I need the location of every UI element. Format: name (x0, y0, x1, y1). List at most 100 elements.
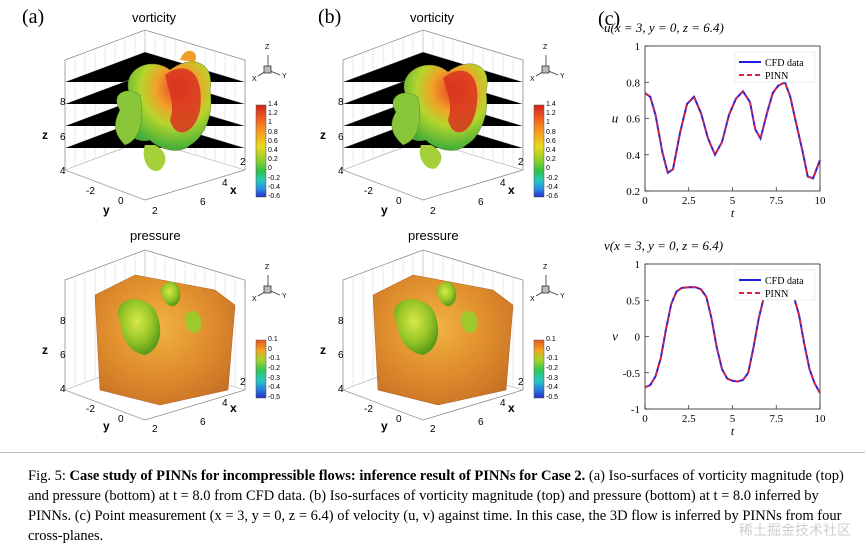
tick-z-6: 6 (338, 350, 344, 361)
tick-x-4: 4 (500, 178, 506, 189)
axis-label-y: y (381, 419, 388, 433)
panel-a-top-title: vorticity (132, 10, 177, 25)
colorbar-tick-label: -0.5 (268, 394, 281, 401)
axis-label-x: x (230, 401, 237, 415)
colorbar-tick-label: 0.1 (268, 336, 278, 343)
plot-b-vorticity (342, 29, 524, 201)
x-axis-label: t (731, 206, 735, 220)
colorbar-tick-label: -0.6 (546, 193, 559, 200)
triad-x: X (530, 76, 535, 83)
triad-z: Z (265, 264, 270, 271)
tick-z-8: 8 (60, 97, 66, 108)
legend-label: CFD data (765, 276, 804, 287)
colorbar-tick-label: 0.8 (546, 128, 556, 136)
panel-a-bottom-title: pressure (130, 228, 181, 243)
colorbar-tick-label: -0.5 (546, 394, 559, 401)
colorbar-tick-label: 0.2 (268, 156, 278, 164)
tick-x-2: 2 (240, 157, 246, 168)
colorbar-tick-label: 0.6 (268, 137, 278, 145)
tick-x-4: 4 (222, 398, 228, 409)
x-tick-label: 2.5 (682, 413, 696, 425)
axis-label-y: y (103, 203, 110, 217)
colorbar-tick-label: 0 (546, 165, 550, 173)
tick-y-2: 2 (430, 206, 436, 217)
tick-x-2: 2 (518, 157, 524, 168)
y-axis-label: u (612, 111, 619, 126)
colorbar-tick-label: 0.4 (546, 147, 556, 154)
colorbar-b-vorticity (533, 104, 545, 198)
tick-y-0: 0 (396, 414, 402, 425)
tick-z-4: 4 (338, 384, 344, 395)
colorbar-tick-label: -0.1 (546, 355, 559, 363)
plot-a-vorticity (64, 29, 246, 201)
tick-z-4: 4 (60, 384, 66, 395)
x-axis-label: t (731, 424, 735, 438)
y-tick-label: 0.4 (626, 150, 640, 162)
colorbar-tick-label: 0.8 (268, 128, 278, 136)
axis-label-x: x (508, 401, 515, 415)
tick-y-0: 0 (118, 196, 124, 207)
y-tick-label: 0.2 (626, 186, 640, 198)
x-tick-label: 10 (815, 413, 827, 425)
tick-y-neg2: -2 (364, 186, 373, 197)
x-tick-label: 10 (815, 195, 827, 207)
tick-z-4: 4 (60, 166, 66, 177)
panel-label-a: (a) (22, 6, 45, 28)
panel-label-c: (c) (598, 8, 621, 30)
watermark: 稀土掘金技术社区 (739, 523, 851, 539)
legend-label: CFD data (765, 58, 804, 69)
caption-bold: Case study of PINNs for incompressible f… (69, 468, 586, 484)
colorbar-tick-label: -0.3 (268, 374, 281, 382)
triad-y: Y (282, 293, 287, 300)
triad-y: Y (282, 73, 287, 80)
caption-fig: Fig. 5: (28, 468, 66, 484)
y-tick-label: 0 (635, 332, 641, 344)
colorbar-tick-label: -0.2 (268, 365, 281, 372)
colorbar-tick-label: 0.2 (546, 156, 556, 164)
y-tick-label: -1 (631, 404, 640, 416)
triad-z: Z (265, 44, 270, 51)
x-tick-label: 7.5 (769, 413, 783, 425)
x-tick-label: 5 (730, 195, 736, 207)
y-tick-label: -0.5 (623, 368, 641, 380)
colorbar-tick-label: -0.2 (546, 174, 559, 182)
axis-label-z: z (42, 128, 48, 142)
colorbar-tick-label: -0.4 (546, 183, 559, 191)
colorbar-tick-label: -0.2 (546, 365, 559, 372)
y-tick-label: 1 (635, 41, 641, 53)
tick-x-6: 6 (200, 417, 206, 428)
x-tick-label: 2.5 (682, 195, 696, 207)
colorbar-tick-label: 0.1 (546, 336, 556, 343)
colorbar-tick-label: -0.4 (268, 183, 281, 191)
iso-surface-plots (64, 29, 559, 421)
colorbar-tick-label: -0.1 (268, 355, 281, 363)
panel-b-bottom-title: pressure (408, 228, 459, 243)
colorbar-tick-label: 0 (546, 345, 550, 353)
chart-v-title: v(x = 3, y = 0, z = 6.4) (604, 238, 724, 253)
axis-label-z: z (42, 343, 48, 357)
colorbar-tick-label: -0.4 (546, 384, 559, 392)
tick-y-0: 0 (396, 196, 402, 207)
triad-x: X (252, 76, 257, 83)
tick-z-8: 8 (338, 316, 344, 327)
divider (0, 452, 865, 453)
panel-b-top-title: vorticity (410, 10, 455, 25)
x-tick-label: 5 (730, 413, 736, 425)
colorbar-tick-label: 1 (546, 119, 550, 127)
axis-triad-icon (257, 55, 559, 297)
colorbar-tick-label: 1 (268, 119, 272, 127)
figure-caption: Fig. 5: Case study of PINNs for incompre… (28, 466, 853, 546)
tick-z-4: 4 (338, 166, 344, 177)
tick-y-neg2: -2 (86, 186, 95, 197)
tick-x-2: 2 (240, 377, 246, 388)
y-tick-label: 1 (635, 259, 641, 271)
colorbar-tick-label: 1.2 (268, 110, 278, 118)
legend-box (734, 51, 816, 83)
legend-box (734, 269, 816, 301)
tick-x-6: 6 (478, 197, 484, 208)
colorbar-a-vorticity (255, 104, 267, 198)
colorbar-tick-label: 1.2 (546, 110, 556, 118)
colorbar-a-pressure (255, 339, 267, 399)
axis-label-x: x (508, 183, 515, 197)
triad-y: Y (560, 293, 565, 300)
